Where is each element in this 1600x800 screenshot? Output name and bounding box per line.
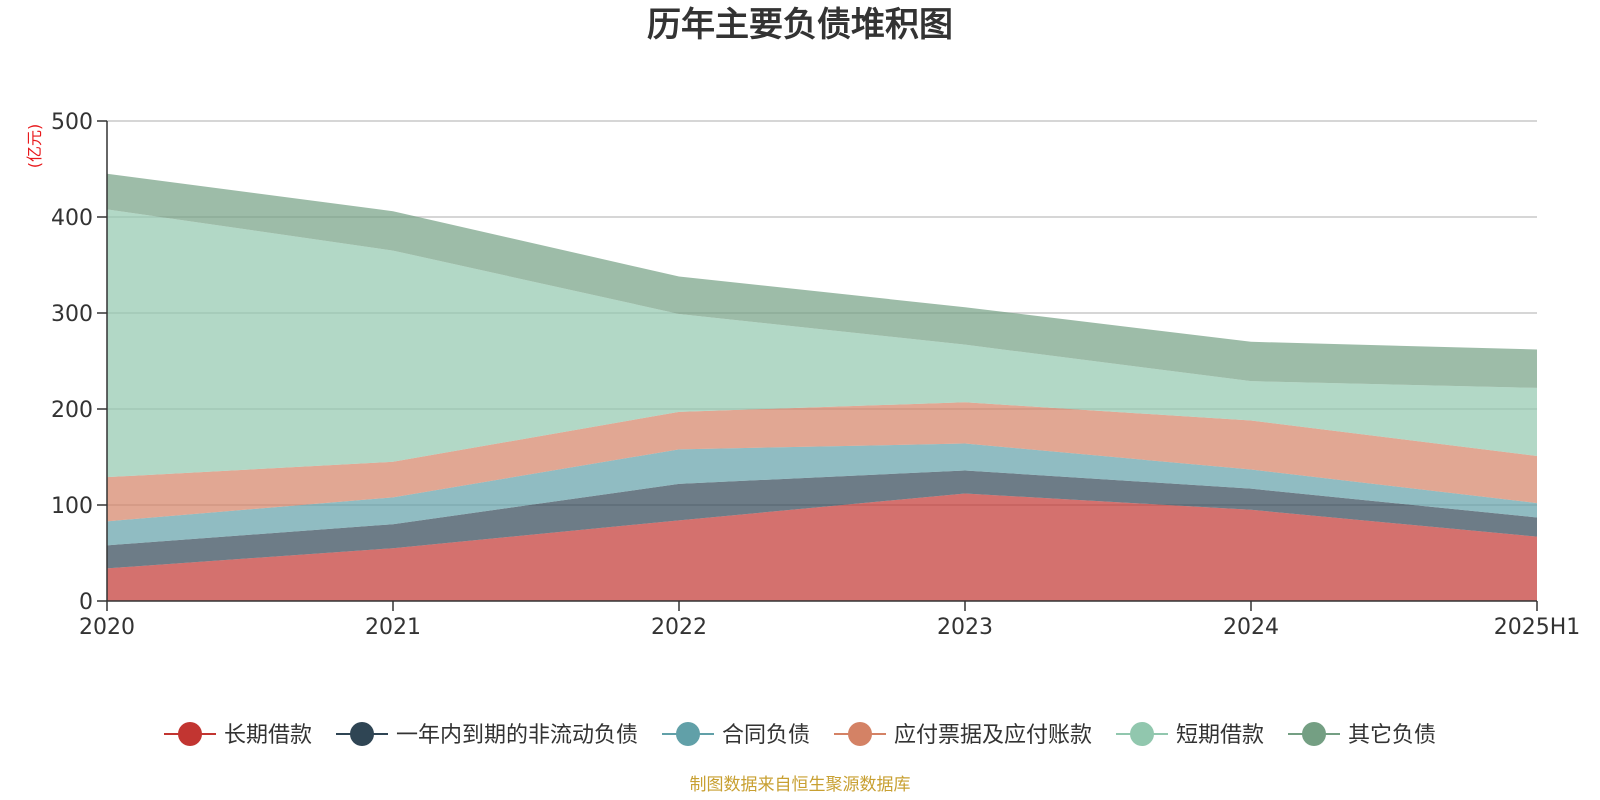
x-tick-label: 2025H1: [1494, 615, 1581, 640]
area-series: [107, 493, 1537, 601]
legend-marker: [676, 722, 700, 746]
legend-item: 长期借款: [164, 722, 312, 748]
legend-item: 应付票据及应付账款: [834, 722, 1092, 748]
legend-item: 一年内到期的非流动负债: [336, 722, 638, 748]
legend: 长期借款 一年内到期的非流动负债 合同负债 应付票据及应付账款 短期借款 其它负债: [164, 722, 1436, 748]
legend-label: 一年内到期的非流动负债: [396, 723, 638, 748]
area-series: [107, 173, 1537, 388]
legend-label: 长期借款: [224, 723, 312, 748]
y-tick-label: 0: [79, 590, 93, 615]
area-series: [107, 402, 1537, 522]
legend-marker: [1302, 722, 1326, 746]
legend-item: 短期借款: [1116, 722, 1264, 748]
y-tick-label: 500: [51, 110, 93, 135]
y-axis-unit: (亿元): [25, 124, 44, 169]
area-series: [107, 470, 1537, 569]
y-tick-label: 200: [51, 398, 93, 423]
legend-marker: [350, 722, 374, 746]
y-tick-label: 400: [51, 206, 93, 231]
area-series: [107, 443, 1537, 546]
legend-marker: [848, 722, 872, 746]
source-note: 制图数据来自恒生聚源数据库: [690, 775, 911, 795]
axes: 0 100 200 300 400 500 2020 2021 2022 2023 2024 2025…: [51, 110, 1580, 640]
area-series: [107, 209, 1537, 478]
chart-title: 历年主要负债堆积图: [647, 5, 953, 45]
x-tick-label: 2021: [365, 615, 421, 640]
x-tick-label: 2024: [1223, 615, 1279, 640]
legend-label: 其它负债: [1348, 723, 1436, 748]
legend-label: 合同负债: [722, 723, 810, 748]
legend-item: 其它负债: [1288, 722, 1436, 748]
x-tick-label: 2020: [79, 615, 135, 640]
x-tick-label: 2022: [651, 615, 707, 640]
legend-label: 短期借款: [1176, 723, 1264, 748]
series-areas: [107, 173, 1537, 601]
legend-label: 应付票据及应付账款: [894, 723, 1092, 748]
legend-item: 合同负债: [662, 722, 810, 748]
legend-marker: [1130, 722, 1154, 746]
x-tick-label: 2023: [937, 615, 993, 640]
y-tick-label: 100: [51, 494, 93, 519]
legend-marker: [178, 722, 202, 746]
y-tick-label: 300: [51, 302, 93, 327]
